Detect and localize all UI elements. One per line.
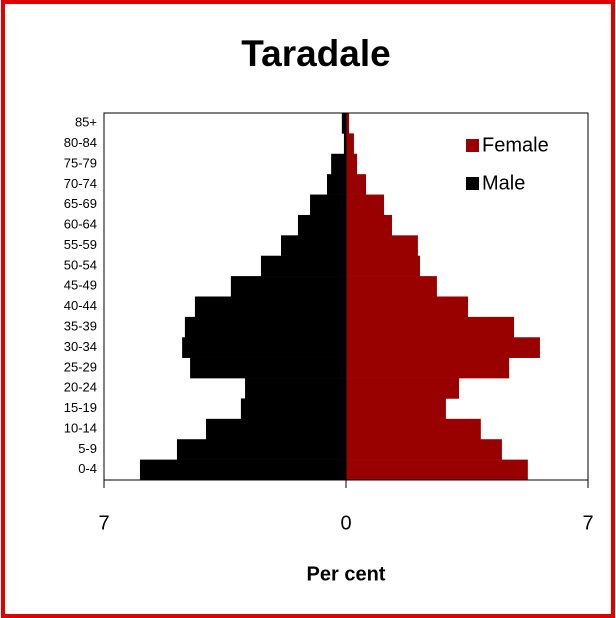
bar <box>346 398 446 420</box>
legend-swatch <box>466 139 479 152</box>
bar <box>346 316 515 338</box>
y-tick-label: 0-4 <box>78 461 97 476</box>
bar <box>346 337 540 358</box>
bar <box>346 174 367 195</box>
bar <box>346 378 460 399</box>
y-tick-label: 65-69 <box>64 196 97 211</box>
y-tick-label: 20-24 <box>64 380 97 395</box>
legend-swatch <box>466 177 479 190</box>
bar <box>346 235 418 257</box>
bar <box>346 113 350 134</box>
bar <box>346 439 502 460</box>
bar <box>184 316 346 338</box>
bar <box>182 337 346 358</box>
bar <box>245 378 346 399</box>
bar <box>346 357 510 379</box>
y-tick-label: 80-84 <box>64 135 97 150</box>
y-tick-label: 35-39 <box>64 319 97 334</box>
bar <box>139 459 346 481</box>
bar <box>260 255 346 277</box>
bar <box>346 214 392 236</box>
y-tick-label: 5-9 <box>78 441 97 456</box>
bar <box>341 113 346 134</box>
y-tick-label: 50-54 <box>64 257 97 272</box>
legend-label: Male <box>482 172 525 194</box>
bar <box>346 255 420 277</box>
bar <box>190 357 346 379</box>
bar <box>297 214 346 236</box>
y-tick-label: 70-74 <box>64 176 97 191</box>
bar <box>346 459 528 481</box>
y-tick-label: 85+ <box>75 115 97 130</box>
y-tick-label: 15-19 <box>64 400 97 415</box>
bar <box>310 194 346 216</box>
y-tick-label: 30-34 <box>64 339 97 354</box>
bar <box>346 276 437 297</box>
bar <box>331 153 346 175</box>
y-tick-label: 45-49 <box>64 278 97 293</box>
bar <box>205 418 346 440</box>
y-tick-label: 40-44 <box>64 298 97 313</box>
bar <box>346 418 481 440</box>
bar <box>326 174 346 195</box>
bar <box>176 439 346 460</box>
y-tick-label: 25-29 <box>64 359 97 374</box>
bar <box>281 235 346 257</box>
bar <box>194 296 346 318</box>
bar <box>346 194 385 216</box>
y-tick-label: 10-14 <box>64 420 97 435</box>
y-tick-label: 55-59 <box>64 237 97 252</box>
chart-title: Taradale <box>241 33 390 74</box>
bar <box>230 276 346 297</box>
x-tick-label: 7 <box>98 512 109 534</box>
x-tick-label: 7 <box>582 512 593 534</box>
bar <box>240 398 346 420</box>
y-tick-label: 75-79 <box>64 155 97 170</box>
bar <box>346 296 469 318</box>
bar <box>346 133 354 155</box>
bar <box>343 133 346 155</box>
bar <box>346 153 358 175</box>
legend-label: Female <box>482 134 549 156</box>
x-axis-label: Per cent <box>307 563 386 585</box>
x-tick-label: 0 <box>340 512 351 534</box>
y-tick-label: 60-64 <box>64 217 97 232</box>
